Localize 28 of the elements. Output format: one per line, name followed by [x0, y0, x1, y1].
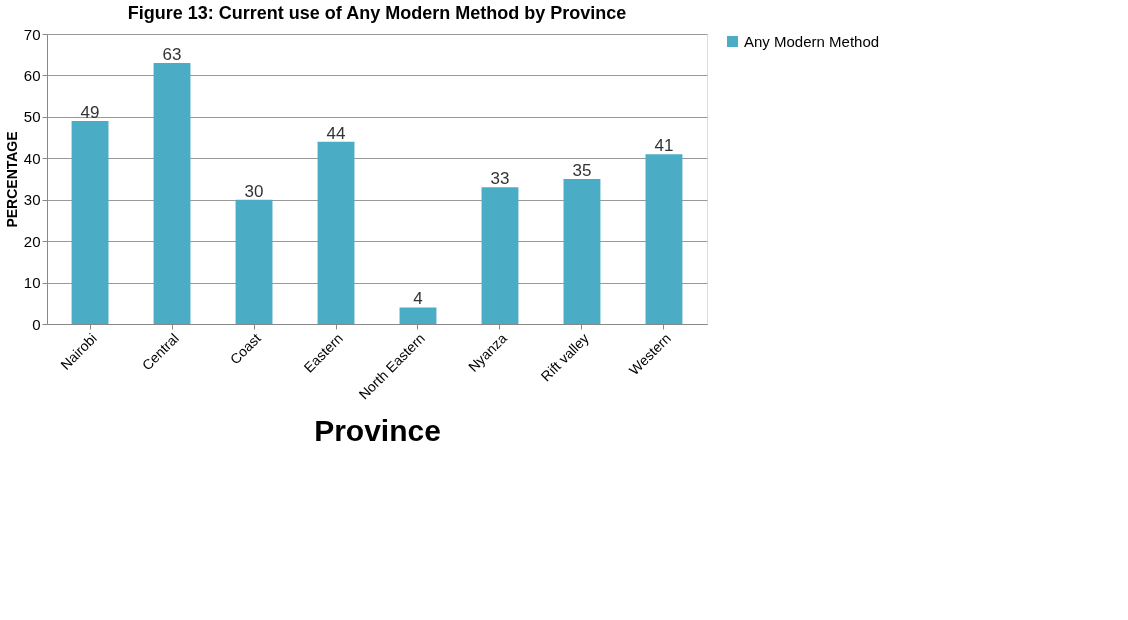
data-label: 41 [654, 136, 674, 156]
bar [481, 187, 519, 324]
bar [317, 141, 355, 324]
data-label: 49 [80, 103, 100, 122]
y-tick-label: 60 [23, 66, 41, 84]
y-tick-label: 40 [23, 149, 41, 167]
data-label: 30 [244, 181, 264, 201]
y-tick-label: 70 [23, 25, 41, 43]
data-label: 44 [326, 123, 346, 143]
y-tick-label: 30 [23, 191, 41, 209]
bar [563, 179, 601, 324]
bar [645, 154, 683, 324]
data-label: 35 [572, 161, 592, 180]
legend-label: Any Modern Method [744, 32, 880, 50]
bar [235, 199, 273, 324]
y-tick-label: 50 [23, 108, 41, 126]
y-tick-label: 20 [23, 232, 41, 250]
y-tick-label: 10 [23, 274, 41, 292]
bar [399, 307, 437, 324]
data-label: 4 [413, 289, 423, 309]
x-axis-title: Province [314, 414, 441, 448]
y-axis-title: PERCENTAGE [3, 131, 20, 228]
bar [71, 121, 109, 324]
chart-title: Figure 13: Current use of Any Modern Method by Province [127, 3, 627, 23]
data-label: 63 [162, 45, 182, 64]
data-label: 33 [490, 169, 510, 189]
y-tick-label: 0 [32, 315, 41, 333]
bar [153, 63, 191, 324]
